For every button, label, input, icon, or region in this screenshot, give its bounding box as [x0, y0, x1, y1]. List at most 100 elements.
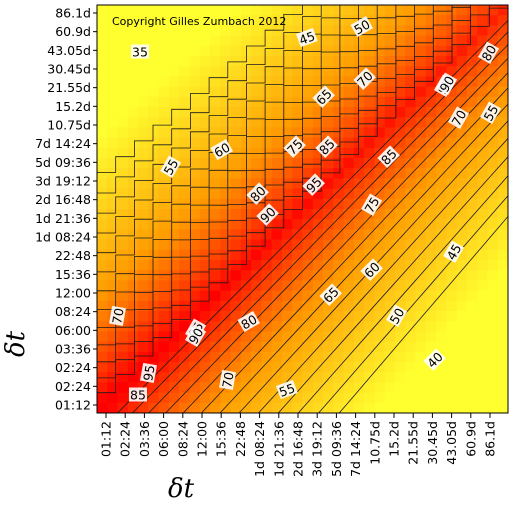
- heatmap-cell: [353, 5, 365, 16]
- heatmap-cell: [384, 280, 396, 292]
- heatmap-cell: [158, 15, 170, 26]
- heatmap-cell: [210, 270, 221, 281]
- heatmap-cell: [374, 45, 386, 57]
- heatmap-cell: [251, 5, 263, 16]
- heatmap-cell: [364, 392, 376, 404]
- heatmap-cell: [394, 137, 406, 149]
- heatmap-cell: [497, 290, 508, 302]
- heatmap-cell: [271, 311, 283, 322]
- heatmap-cell: [281, 331, 293, 343]
- heatmap-cell: [436, 25, 447, 37]
- x-tick-label: 08:24: [175, 421, 190, 457]
- heatmap-cell: [436, 239, 447, 251]
- heatmap-cell: [138, 15, 149, 26]
- svg-text:45: 45: [444, 241, 465, 262]
- heatmap-cell: [168, 127, 180, 139]
- heatmap-cell: [281, 178, 293, 190]
- heatmap-cell: [466, 321, 478, 332]
- heatmap-cell: [353, 300, 365, 312]
- heatmap-cell: [168, 188, 180, 200]
- heatmap-cell: [477, 66, 489, 77]
- heatmap-cell: [281, 311, 293, 322]
- heatmap-cell: [148, 331, 160, 343]
- heatmap-cell: [117, 5, 129, 16]
- heatmap-cell: [230, 188, 242, 200]
- heatmap-cell: [343, 341, 355, 353]
- heatmap-cell: [251, 178, 263, 190]
- contour-line: [97, 5, 303, 173]
- heatmap-cell: [97, 311, 108, 322]
- heatmap-cell: [271, 168, 283, 179]
- heatmap-cell: [168, 229, 180, 241]
- heatmap-cell: [107, 402, 119, 413]
- plot-frame: [96, 4, 509, 414]
- heatmap-cell: [199, 392, 211, 404]
- x-axis: 01:12 02:24 03:36 06:00 08:24 12:00 15:36 22:48…: [99, 413, 498, 477]
- heatmap-cell: [97, 331, 108, 343]
- heatmap-cell: [456, 362, 468, 373]
- heatmap-cell: [425, 5, 437, 16]
- heatmap-cell: [405, 56, 417, 67]
- heatmap-cell: [168, 351, 180, 363]
- heatmap-cell: [456, 351, 468, 363]
- heatmap-cell: [261, 382, 273, 394]
- heatmap-cell: [271, 331, 283, 343]
- heatmap-cell: [148, 5, 160, 16]
- contour-lines: [97, 5, 508, 413]
- heatmap-cell: [353, 311, 365, 322]
- heatmap-cell: [446, 382, 458, 394]
- heatmap-cell: [97, 56, 108, 67]
- heatmap-cell: [405, 321, 417, 332]
- heatmap-cell: [323, 300, 334, 312]
- heatmap-cell: [446, 219, 458, 230]
- heatmap-cell: [302, 137, 314, 149]
- heatmap-cell: [148, 45, 160, 57]
- heatmap-cell: [394, 402, 406, 413]
- heatmap-cell: [302, 198, 314, 210]
- heatmap-cell: [415, 300, 427, 312]
- heatmap-cell: [271, 321, 283, 332]
- heatmap-cell: [179, 300, 191, 312]
- contour-label: 80: [478, 41, 499, 65]
- heatmap-cell: [107, 188, 119, 200]
- heatmap-cell: [179, 209, 191, 220]
- contour-label: 55: [275, 379, 298, 400]
- heatmap-cell: [97, 300, 108, 312]
- heatmap-cell: [220, 76, 232, 88]
- heatmap-cell: [323, 321, 334, 332]
- heatmap-cell: [138, 402, 149, 413]
- heatmap-cell: [230, 127, 242, 139]
- heatmap-cell: [210, 382, 221, 394]
- heatmap-cell: [292, 351, 304, 363]
- heatmap-cell: [138, 300, 149, 312]
- heatmap-cell: [353, 290, 365, 302]
- heatmap-cell: [302, 15, 314, 26]
- heatmap-cell: [374, 341, 386, 353]
- heatmap-cell: [384, 392, 396, 404]
- heatmap-cell: [261, 168, 273, 179]
- heatmap-cell: [271, 219, 283, 230]
- heatmap-cell: [384, 270, 396, 281]
- heatmap-cell: [189, 229, 201, 241]
- heatmap-cell: [251, 239, 263, 251]
- heatmap-cell: [343, 168, 355, 179]
- heatmap-cell: [333, 15, 345, 26]
- svg-text:70: 70: [109, 307, 127, 325]
- heatmap-cell: [405, 229, 417, 241]
- heatmap-cell: [97, 280, 108, 292]
- heatmap-cell: [271, 25, 283, 37]
- heatmap-cell: [117, 117, 129, 128]
- heatmap-cell: [240, 331, 252, 343]
- heatmap-cell: [281, 351, 293, 363]
- heatmap-cell: [333, 66, 345, 77]
- heatmap-cell: [158, 147, 170, 159]
- heatmap-cell: [148, 76, 160, 88]
- heatmap-cell: [281, 127, 293, 139]
- heatmap-cell: [312, 280, 324, 292]
- heatmap-cell: [117, 178, 129, 190]
- heatmap-cell: [199, 209, 211, 220]
- heatmap-cell: [405, 188, 417, 200]
- heatmap-cell: [271, 117, 283, 128]
- heatmap-cell: [158, 249, 170, 261]
- heatmap-cell: [343, 107, 355, 118]
